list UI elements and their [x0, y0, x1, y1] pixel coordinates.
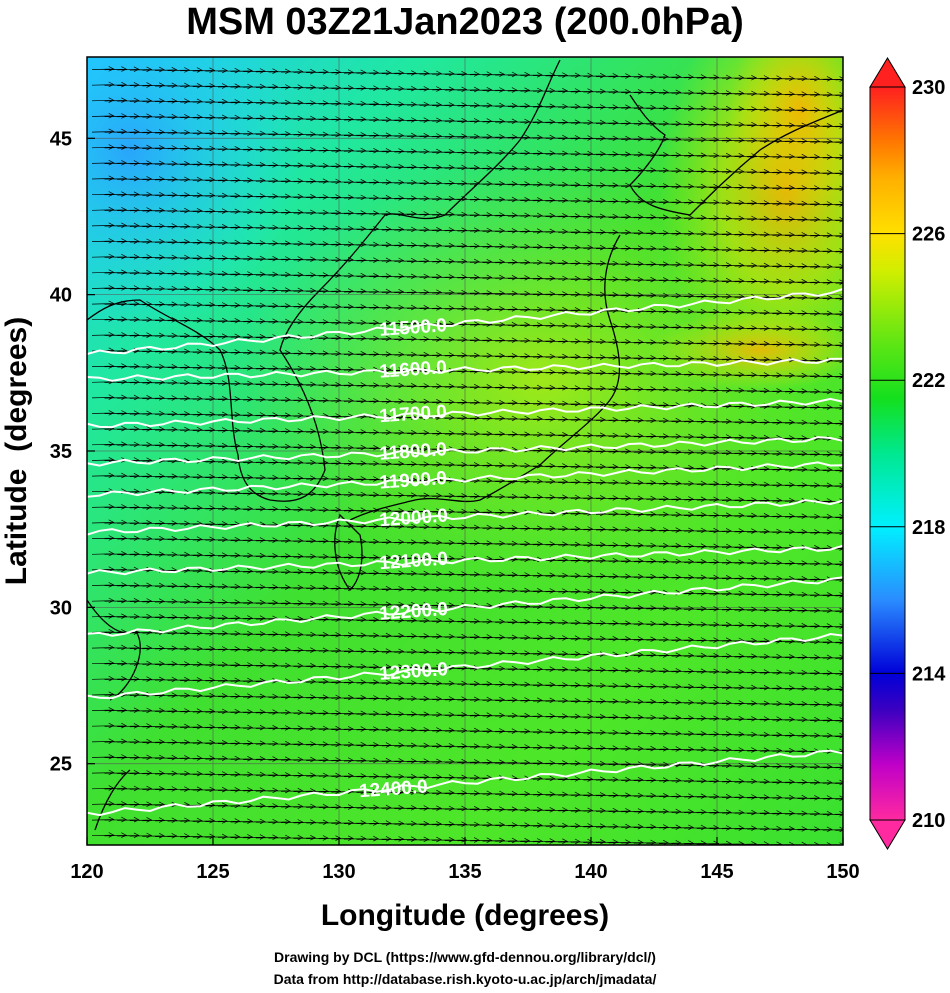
colorbar-strip [869, 86, 906, 821]
x-tick-label: 120 [70, 861, 103, 883]
contour-labels: 11500.0 11600.0 11700.0 11800.0 11900.0 12000… [358, 315, 448, 802]
coastlines [87, 59, 843, 831]
credit-line-2: Data from http://database.rish.kyoto-u.a… [274, 971, 657, 987]
colorbar: 210 214 218 222 226 230 [869, 57, 946, 850]
x-axis-label: Longitude (degrees) [321, 899, 609, 932]
y-axis-label: Latitude (degrees) [0, 317, 33, 585]
contour-label: 11500.0 [379, 315, 448, 341]
contour-line [87, 576, 843, 637]
contour-line [87, 499, 843, 536]
wind-vectors [91, 66, 843, 845]
chart-title: MSM 03Z21Jan2023 (200.0hPa) [186, 1, 744, 43]
y-tick-label: 30 [50, 597, 72, 619]
colorbar-min-arrow [869, 819, 906, 850]
contour-label: 11700.0 [379, 402, 448, 428]
x-tick-label: 140 [574, 861, 607, 883]
plot-area: 11500.0 11600.0 11700.0 11800.0 11900.0 12000… [87, 57, 843, 845]
y-tick-label: 25 [50, 754, 72, 776]
contour-label: 11900.0 [379, 468, 448, 494]
wind-arrow-field [91, 66, 843, 845]
coastline-honshu [349, 234, 621, 521]
y-tick-label: 35 [50, 441, 72, 463]
contour-line [87, 544, 843, 576]
colorbar-tick-label: 230 [912, 77, 945, 99]
x-tick-label: 125 [196, 861, 229, 883]
contour-label: 12400.0 [358, 776, 428, 802]
x-tick-label: 150 [826, 861, 859, 883]
contour-label: 11800.0 [379, 439, 448, 465]
y-tick-label: 45 [50, 128, 72, 150]
contour-line [87, 288, 843, 356]
y-tick-label: 40 [50, 285, 72, 307]
x-tick-label: 130 [322, 861, 355, 883]
contour-line [87, 632, 843, 700]
contour-label: 11600.0 [379, 357, 448, 383]
contour-label: 12000.0 [379, 505, 449, 531]
colorbar-tick-label: 214 [912, 663, 946, 685]
height-contours [87, 288, 843, 817]
colorbar-tick-label: 226 [912, 224, 945, 246]
warm-region-band [650, 310, 843, 390]
contour-line [87, 461, 843, 498]
cool-region [87, 57, 300, 340]
coastline-continent [87, 59, 561, 502]
colorbar-max-arrow [869, 57, 906, 88]
grid-lines [87, 57, 843, 845]
colorbar-tick-label: 210 [912, 810, 945, 832]
colorbar-tick-label: 218 [912, 517, 945, 539]
y-axis: 25 30 35 40 45 [50, 128, 95, 776]
credit-line-1: Drawing by DCL (https://www.gfd-dennou.o… [274, 949, 656, 965]
contour-line [87, 749, 843, 817]
contour-label: 12100.0 [379, 549, 449, 575]
contour-line [87, 357, 843, 382]
x-tick-label: 145 [700, 861, 733, 883]
x-tick-label: 135 [448, 861, 481, 883]
contour-label: 12200.0 [379, 599, 449, 625]
colorbar-tick-label: 222 [912, 370, 945, 392]
colorbar-ticks: 210 214 218 222 226 230 [870, 77, 946, 832]
contour-line [87, 436, 843, 467]
x-axis: 120 125 130 135 140 145 150 [70, 837, 860, 883]
contour-line [87, 397, 843, 429]
coastline-sakhalin-hokkaido [629, 94, 843, 216]
contour-label: 12300.0 [379, 659, 449, 685]
